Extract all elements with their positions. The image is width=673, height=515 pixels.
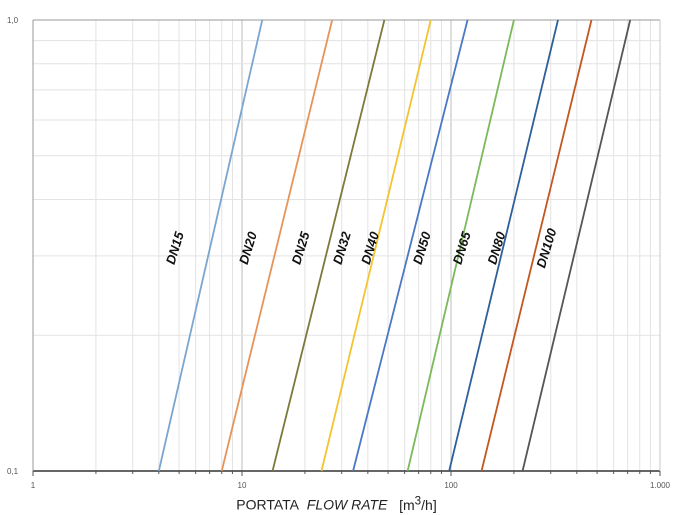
x-tick-label: 10 <box>238 481 247 490</box>
x-axis-label: PORTATA FLOW RATE [m3/h] <box>0 494 673 513</box>
y-tick-label: 1,0 <box>7 16 19 25</box>
series-line-dn65 <box>448 19 559 472</box>
x-axis-label-flow-rate: FLOW RATE <box>306 496 388 513</box>
x-tick-label: 100 <box>444 481 458 490</box>
x-axis-label-unit: [m3/h] <box>399 494 437 513</box>
series-line-dn40 <box>352 19 469 472</box>
series-line-dn20 <box>220 19 334 472</box>
plot-area <box>33 20 660 471</box>
series-line-dn80 <box>480 19 593 472</box>
series-line-dn50 <box>406 19 515 472</box>
series-line-dn100 <box>521 19 632 472</box>
x-tick-label: 1 <box>31 481 36 490</box>
series-line-dn15 <box>157 19 264 472</box>
series-line-dn32 <box>320 19 432 472</box>
x-tick-label: 1.000 <box>650 481 671 490</box>
series-line-dn25 <box>271 19 386 472</box>
x-axis-label-portata: PORTATA <box>236 496 300 513</box>
y-tick-label: 0,1 <box>7 467 19 476</box>
